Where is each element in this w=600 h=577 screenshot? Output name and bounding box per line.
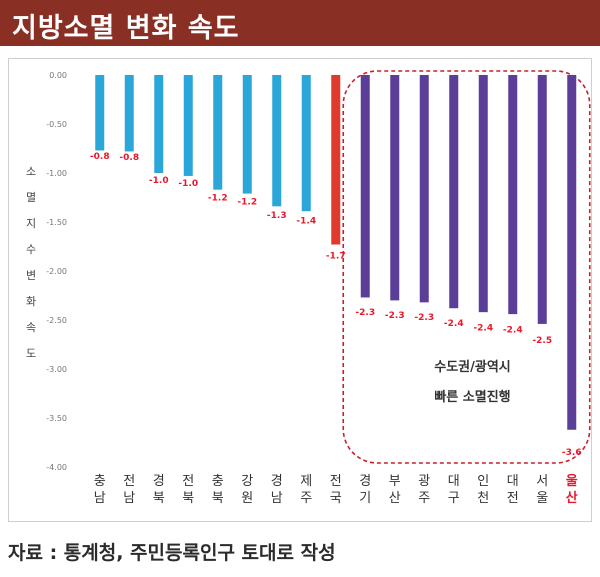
x-tick-label: 전 — [330, 474, 342, 489]
source-note: 자료 : 통계청, 주민등록인구 토대로 작성 — [8, 542, 336, 564]
x-tick-label: 산 — [389, 491, 401, 506]
x-tick-label: 남 — [271, 491, 283, 506]
value-label: -1.0 — [149, 176, 169, 186]
x-tick-label: 강 — [241, 474, 253, 489]
annotation-line2: 빠른 소멸진행 — [434, 389, 510, 405]
value-labels: -0.8 -0.8 -1.0 -1.0 -1.2 -1.2 -1.3 -1.4 -1.7 -2.3… — [90, 152, 582, 458]
value-label: -1.2 — [237, 198, 257, 208]
bar-전남 — [124, 75, 134, 152]
y-axis-label-char: 속 — [26, 321, 36, 334]
bar-경북 — [154, 75, 164, 173]
x-tick-label: 경 — [359, 474, 371, 489]
x-tick-label: 북 — [212, 491, 224, 506]
x-tick-label: 울 — [536, 491, 548, 506]
value-label: -2.4 — [503, 325, 523, 335]
y-axis-ticks: 0.00 -0.50 -1.00 -1.50 -2.00 -2.50 -3.00 -3.50 -… — [46, 71, 67, 472]
y-tick-label: -1.00 — [46, 169, 67, 178]
bar-제주 — [301, 75, 311, 212]
x-tick-label: 국 — [330, 491, 342, 506]
x-tick-label: 인 — [477, 474, 489, 489]
x-tick-label: 북 — [182, 491, 194, 506]
x-tick-label: 부 — [389, 474, 401, 489]
bar-강원 — [242, 75, 252, 194]
x-tick-label: 울 — [566, 473, 578, 489]
y-tick-label: -3.00 — [46, 365, 67, 374]
value-label: -1.0 — [178, 179, 198, 189]
y-tick-label: -2.50 — [46, 316, 67, 325]
bar-충남 — [95, 75, 105, 151]
bar-전북 — [183, 75, 193, 176]
y-axis-label-char: 멸 — [26, 191, 36, 204]
value-label: -0.8 — [119, 153, 139, 163]
bar-울산 — [567, 75, 577, 430]
x-tick-label: 충 — [212, 474, 224, 489]
title-bar: 지방소멸 변화 속도 — [0, 0, 600, 46]
y-tick-label: -3.50 — [46, 414, 67, 423]
value-label: -2.3 — [385, 311, 405, 321]
x-tick-label: 대 — [507, 474, 519, 489]
y-axis-label-char: 화 — [26, 295, 36, 308]
x-tick-label: 광 — [418, 474, 430, 489]
x-tick-label: 전 — [123, 474, 135, 489]
value-label: -1.7 — [326, 252, 346, 262]
x-tick-label: 대 — [448, 474, 460, 489]
y-axis-label-char: 소 — [26, 165, 36, 178]
x-tick-label: 산 — [566, 490, 578, 506]
annotation-box — [342, 70, 591, 464]
value-label: -2.4 — [473, 323, 493, 333]
y-tick-label: -0.50 — [46, 120, 67, 129]
bar-광주 — [419, 75, 429, 303]
x-tick-label: 구 — [448, 491, 460, 506]
y-tick-label: -2.00 — [46, 267, 67, 276]
x-tick-label: 제 — [300, 474, 312, 489]
x-tick-label: 천 — [477, 491, 489, 506]
x-tick-label: 주 — [300, 491, 312, 506]
bar-전국 — [331, 75, 341, 245]
x-tick-label: 남 — [94, 491, 106, 506]
bar-인천 — [478, 75, 488, 313]
x-tick-label: 충 — [94, 474, 106, 489]
bar-충북 — [213, 75, 223, 190]
x-tick-label: 전 — [507, 491, 519, 506]
page-title: 지방소멸 변화 속도 — [12, 13, 240, 44]
value-label: -2.3 — [414, 313, 434, 323]
bar-서울 — [537, 75, 547, 324]
value-label: -0.8 — [90, 152, 110, 162]
x-tick-label: 원 — [241, 491, 253, 506]
x-tick-label: 주 — [418, 491, 430, 506]
x-tick-label: 경 — [271, 474, 283, 489]
annotation-line1: 수도권/광역시 — [434, 359, 511, 375]
y-axis-label-char: 변 — [26, 269, 36, 282]
bar-chart: 0.00 -0.50 -1.00 -1.50 -2.00 -2.50 -3.00 -3.50 -… — [26, 70, 591, 506]
bar-경남 — [272, 75, 282, 207]
bar-경기 — [360, 75, 370, 298]
bar-부산 — [390, 75, 400, 301]
value-label: -1.2 — [208, 194, 228, 204]
y-tick-label: -4.00 — [46, 463, 67, 472]
bar-대전 — [508, 75, 518, 315]
y-axis-label-char: 지 — [26, 217, 36, 230]
value-label: -2.5 — [532, 336, 552, 346]
y-axis-label-char: 수 — [26, 243, 36, 256]
value-label: -3.6 — [562, 448, 582, 458]
x-tick-label: 남 — [123, 491, 135, 506]
bars — [95, 75, 577, 430]
x-tick-label: 전 — [182, 474, 194, 489]
value-label: -1.3 — [267, 211, 287, 221]
y-tick-label: -1.50 — [46, 218, 67, 227]
y-axis-label-char: 도 — [26, 347, 36, 360]
chart-frame: 0.00 -0.50 -1.00 -1.50 -2.00 -2.50 -3.00 -3.50 -… — [8, 58, 592, 522]
x-tick-label: 서 — [536, 474, 548, 489]
x-tick-label: 북 — [153, 491, 165, 506]
bar-대구 — [449, 75, 459, 309]
x-tick-label: 경 — [153, 474, 165, 489]
y-tick-label: 0.00 — [49, 71, 67, 80]
value-label: -2.3 — [355, 308, 375, 318]
value-label: -2.4 — [444, 319, 464, 329]
x-tick-label: 기 — [359, 491, 371, 506]
value-label: -1.4 — [296, 216, 316, 226]
